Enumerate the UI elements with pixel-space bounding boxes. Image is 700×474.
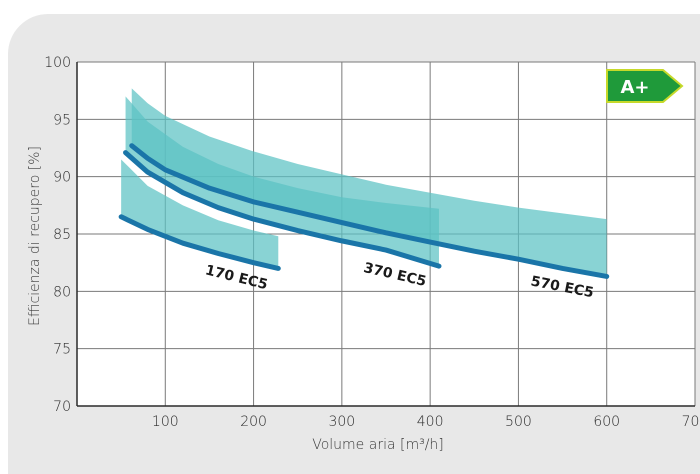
x-tick-label: 200 bbox=[240, 414, 267, 430]
y-axis-label: Efficienza di recupero [%] bbox=[27, 146, 43, 326]
energy-class-badge: A+ bbox=[606, 69, 684, 103]
x-tick-label: 700 bbox=[682, 414, 700, 430]
band-370-ec5 bbox=[125, 96, 439, 267]
y-tick-label: 85 bbox=[53, 227, 71, 243]
x-tick-label: 400 bbox=[417, 414, 444, 430]
y-tick-label: 80 bbox=[53, 284, 71, 300]
efficiency-curves bbox=[118, 143, 610, 279]
plot-frame bbox=[76, 62, 695, 407]
y-tick-label: 90 bbox=[53, 170, 71, 186]
y-axis-ticks: 70 75 80 85 90 95 100 bbox=[44, 55, 71, 415]
x-tick-label: 100 bbox=[152, 414, 179, 430]
curve-570-ec5 bbox=[129, 143, 610, 279]
x-axis-label: Volume aria [m³/h] bbox=[312, 437, 444, 453]
x-tick-label: 600 bbox=[593, 414, 620, 430]
x-tick-label: 500 bbox=[505, 414, 532, 430]
curve-170-ec5 bbox=[118, 214, 281, 271]
band-170-ec5 bbox=[121, 159, 279, 269]
y-tick-label: 75 bbox=[53, 342, 71, 358]
curve-370-ec5 bbox=[123, 150, 442, 269]
y-tick-label: 70 bbox=[53, 399, 71, 415]
badge-arrow-shape bbox=[606, 69, 684, 103]
x-axis-ticks: 100 200 300 400 500 600 700 bbox=[152, 414, 700, 430]
efficiency-bands bbox=[121, 88, 607, 277]
band-570-ec5 bbox=[131, 88, 607, 277]
y-tick-label: 95 bbox=[53, 112, 71, 128]
x-tick-label: 300 bbox=[328, 414, 355, 430]
y-tick-label: 100 bbox=[44, 55, 71, 71]
badge-label: A+ bbox=[620, 77, 649, 98]
